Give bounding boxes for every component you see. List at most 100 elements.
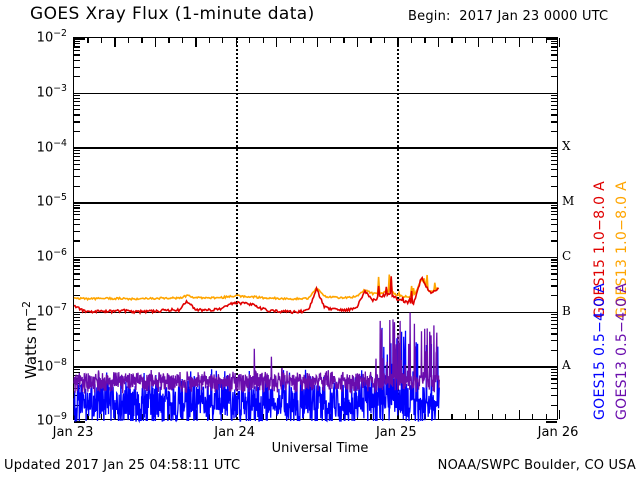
y-minor-tick: [74, 218, 80, 220]
begin-time-label: Begin: 2017 Jan 23 0000 UTC: [408, 9, 609, 24]
y-minor-tick: [551, 273, 557, 275]
y-minor-tick: [74, 152, 80, 154]
y-minor-tick: [74, 40, 80, 42]
y-minor-tick: [551, 230, 557, 232]
series-path: [73, 327, 440, 424]
y-major-tick: [74, 202, 85, 204]
y-minor-tick: [551, 388, 557, 390]
y-major-tick: [74, 421, 85, 423]
y-minor-tick: [551, 101, 557, 103]
y-minor-tick: [74, 223, 80, 226]
y-minor-tick: [74, 169, 80, 171]
y-tick-label: 10−6: [36, 247, 67, 265]
x-tick: [141, 414, 143, 419]
y-minor-tick: [551, 210, 557, 212]
y-minor-tick: [74, 268, 80, 271]
x-tick: [478, 38, 480, 47]
y-minor-tick: [551, 404, 557, 406]
y-minor-tick: [551, 109, 557, 111]
y-minor-tick: [74, 46, 80, 48]
y-minor-tick: [551, 240, 557, 242]
y-major-tick: [74, 256, 85, 259]
y-major-tick: [74, 366, 85, 368]
x-tick: [491, 38, 493, 43]
y-minor-tick: [551, 223, 557, 226]
y-minor-tick: [74, 314, 80, 316]
y-minor-tick: [74, 295, 80, 297]
y-minor-tick: [551, 59, 557, 61]
y-major-tick: [74, 92, 85, 95]
y-minor-tick: [551, 316, 557, 319]
horizontal-gridline: [74, 311, 557, 314]
x-tick: [559, 410, 561, 419]
y-minor-tick: [74, 50, 80, 52]
y-minor-tick: [551, 262, 557, 264]
x-tick: [168, 38, 170, 43]
y-minor-tick: [551, 368, 557, 370]
y-major-tick: [74, 38, 85, 40]
y-tick-label: 10−9: [36, 411, 67, 429]
y-minor-tick: [74, 185, 80, 187]
y-minor-tick: [74, 320, 80, 322]
y-minor-tick: [551, 40, 557, 42]
y-minor-tick: [74, 54, 80, 56]
y-minor-tick: [74, 207, 80, 209]
y-minor-tick: [551, 382, 557, 384]
y-minor-tick: [551, 295, 557, 297]
y-major-tick: [546, 202, 557, 204]
flare-class-letter-a: A: [562, 358, 571, 373]
x-tick: [208, 414, 211, 419]
y-minor-tick: [551, 328, 557, 330]
horizontal-gridline: [74, 256, 557, 259]
y-minor-tick: [551, 149, 557, 152]
plot-area: [73, 37, 561, 424]
x-tick: [370, 414, 372, 419]
y-minor-tick: [74, 43, 80, 45]
horizontal-gridline: [74, 92, 557, 95]
y-minor-tick: [551, 152, 557, 154]
x-tick: [100, 414, 103, 419]
x-tick: [451, 414, 453, 419]
y-minor-tick: [551, 374, 557, 376]
horizontal-gridline: [74, 147, 557, 149]
y-minor-tick: [74, 130, 80, 133]
y-tick-label: 10−3: [36, 83, 67, 101]
y-minor-tick: [551, 76, 557, 78]
x-tick: [464, 414, 466, 419]
x-tick-label: Jan 23: [52, 425, 94, 440]
x-tick: [478, 410, 480, 419]
x-tick: [329, 38, 332, 43]
y-minor-tick: [551, 378, 557, 380]
y-minor-tick: [74, 240, 80, 242]
y-minor-tick: [74, 204, 80, 206]
x-tick: [74, 38, 76, 47]
x-tick: [410, 414, 413, 419]
y-minor-tick: [551, 46, 557, 48]
x-tick: [545, 38, 547, 43]
x-tick: [397, 38, 399, 47]
legend-label-goes13-0-5-4-0-a: GOES13 0.5−4.0 A: [614, 283, 630, 420]
y-minor-tick: [551, 268, 557, 271]
x-tick: [208, 38, 211, 43]
y-minor-tick: [551, 43, 557, 45]
y-tick-label: 10−8: [36, 356, 67, 374]
flare-class-letter-x: X: [562, 139, 571, 154]
y-minor-tick: [551, 278, 557, 280]
y-minor-tick: [74, 66, 80, 68]
y-minor-tick: [551, 320, 557, 322]
y-tick-label: 10−2: [36, 28, 67, 46]
x-tick: [262, 38, 264, 43]
y-minor-tick: [551, 121, 557, 123]
y-minor-tick: [74, 333, 80, 335]
y-minor-tick: [74, 374, 80, 376]
y-minor-tick: [551, 95, 557, 97]
y-minor-tick: [74, 278, 80, 280]
flare-class-letter-m: M: [562, 194, 575, 209]
y-minor-tick: [74, 368, 80, 370]
x-tick: [370, 38, 372, 43]
y-minor-tick: [74, 159, 80, 161]
x-tick: [545, 414, 547, 419]
x-tick: [303, 38, 305, 43]
y-minor-tick: [551, 285, 557, 287]
